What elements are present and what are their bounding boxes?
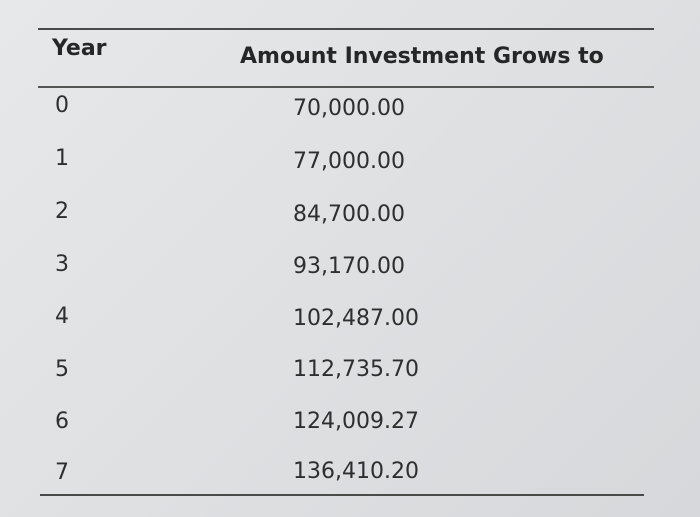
amount-cell: 136,410.20 <box>293 459 419 484</box>
year-cell: 4 <box>55 304 69 329</box>
year-cell: 2 <box>55 199 69 224</box>
year-cell: 5 <box>55 357 69 382</box>
year-cell: 7 <box>55 460 69 485</box>
year-cell: 0 <box>55 93 69 118</box>
amount-cell: 70,000.00 <box>293 96 405 121</box>
year-column-header: Year <box>52 36 107 61</box>
amount-cell: 77,000.00 <box>293 149 405 174</box>
amount-cell: 102,487.00 <box>293 306 419 331</box>
year-cell: 6 <box>55 409 69 434</box>
amount-cell: 124,009.27 <box>293 409 419 434</box>
amount-cell: 84,700.00 <box>293 202 405 227</box>
amount-column-header: Amount Investment Grows to <box>240 44 604 69</box>
year-cell: 3 <box>55 252 69 277</box>
amount-cell: 112,735.70 <box>293 357 419 382</box>
top-rule <box>38 28 654 30</box>
year-cell: 1 <box>55 146 69 171</box>
bottom-rule <box>40 494 644 496</box>
header-rule <box>38 86 654 88</box>
amount-cell: 93,170.00 <box>293 254 405 279</box>
